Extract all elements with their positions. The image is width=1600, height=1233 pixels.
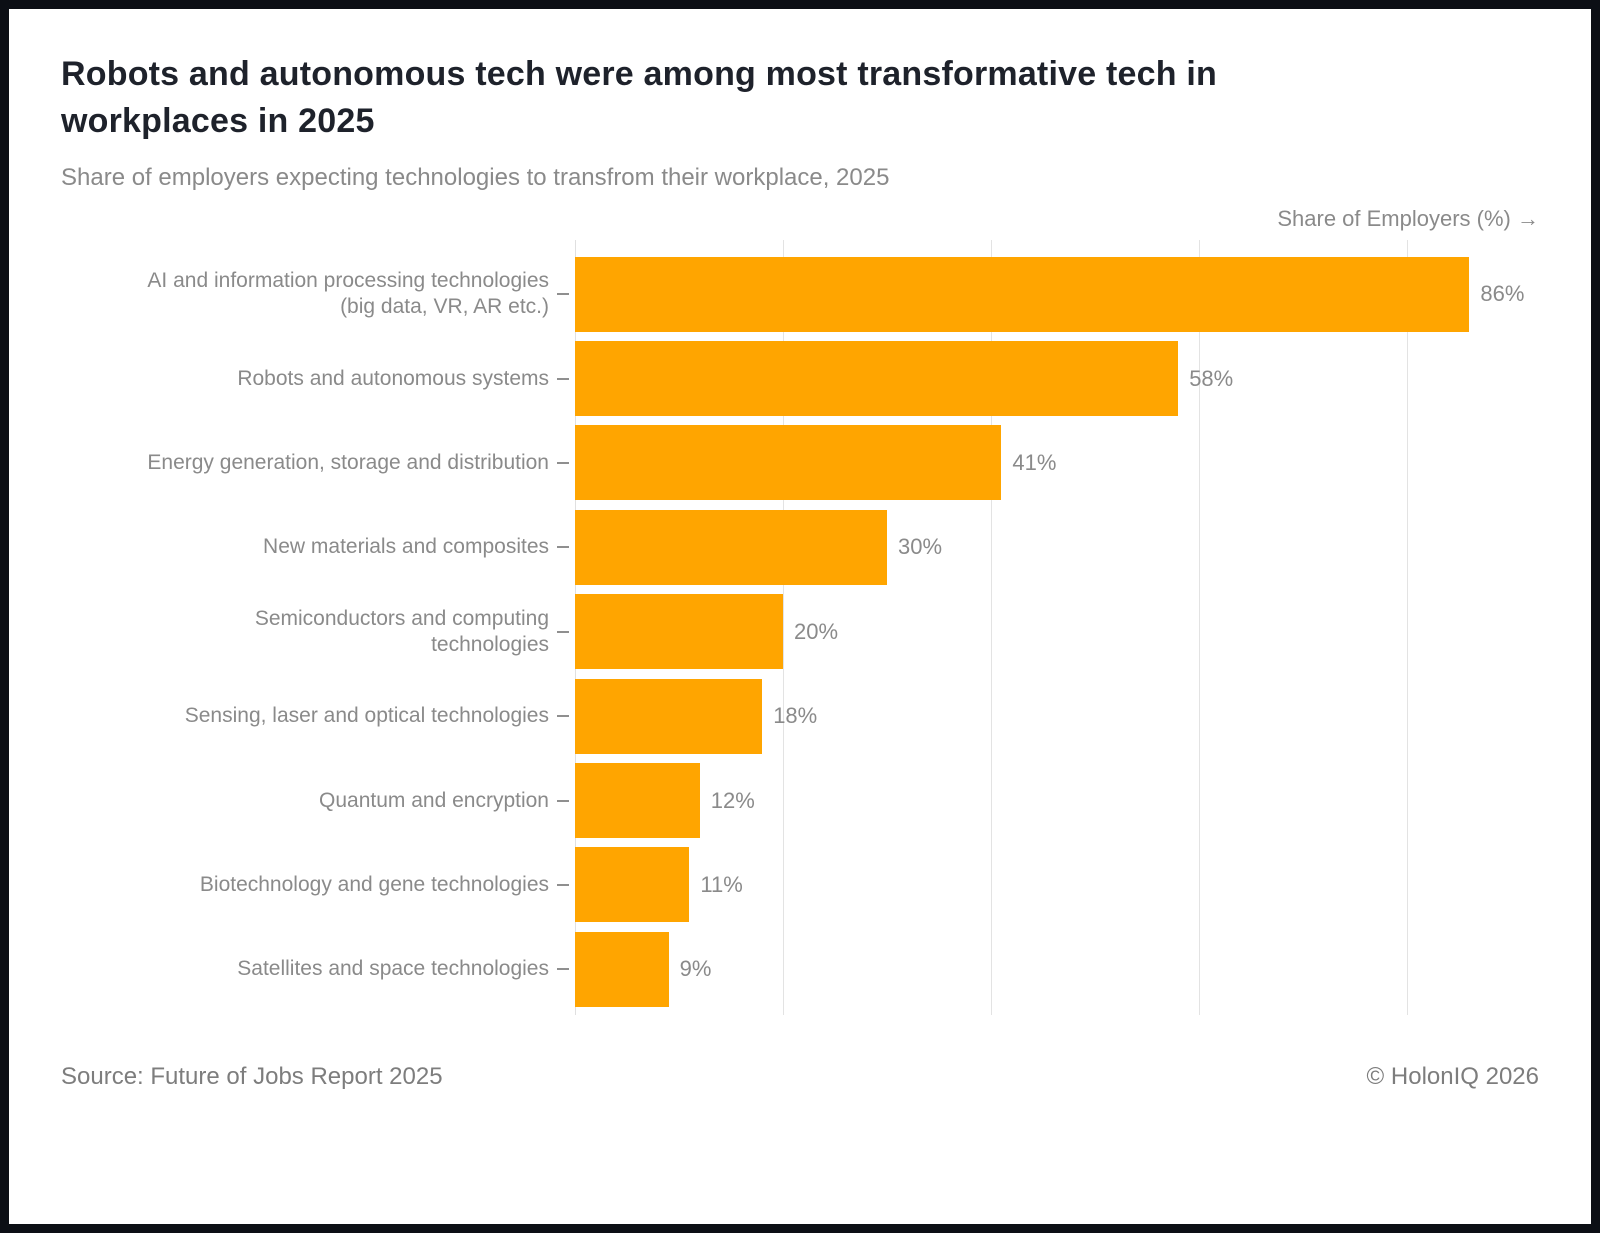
value-label: 58% [1189, 365, 1234, 391]
category-label: Energy generation, storage and distribut… [147, 450, 549, 474]
bar-track: 30% [575, 505, 1591, 589]
category-label: AI and information processing technologi… [147, 269, 549, 319]
category-label: Quantum and encryption [319, 788, 549, 812]
axis-tick [557, 968, 569, 971]
bar [575, 425, 1002, 501]
value-label: 11% [700, 871, 743, 897]
bar-track: 9% [575, 927, 1591, 1011]
chart-row: New materials and composites 30% [9, 505, 1591, 589]
value-label: 9% [679, 956, 712, 982]
source-note: Source: Future of Jobs Report 2025 [61, 1063, 443, 1090]
bar-track: 20% [575, 590, 1591, 674]
x-axis-title: Share of Employers (%) → [1277, 206, 1539, 231]
chart-row: Quantum and encryption 12% [9, 758, 1591, 842]
chart-footer: Source: Future of Jobs Report 2025 © Hol… [9, 1063, 1591, 1091]
axis-tick [557, 715, 569, 718]
chart-row: Sensing, laser and optical technologies 1… [9, 674, 1591, 758]
value-label: 18% [773, 703, 818, 729]
bar [575, 256, 1470, 332]
bar [575, 341, 1179, 417]
category-label: New materials and composites [263, 535, 549, 559]
x-axis-title-row: Share of Employers (%) → [9, 206, 1591, 232]
bar-track: 11% [575, 843, 1591, 927]
chart-row: Biotechnology and gene technologies 11% [9, 843, 1591, 927]
bar [575, 594, 783, 670]
bar-track: 41% [575, 421, 1591, 505]
category-label: Biotechnology and gene technologies [199, 872, 549, 896]
chart-row: Robots and autonomous systems 58% [9, 336, 1591, 420]
chart-row: AI and information processing technologi… [9, 252, 1591, 336]
bar-track: 58% [575, 336, 1591, 420]
chart-subtitle: Share of employers expecting technologie… [61, 164, 890, 191]
chart-row: Semiconductors and computing technologie… [9, 590, 1591, 674]
axis-tick [557, 546, 569, 549]
category-label: Robots and autonomous systems [237, 366, 549, 390]
bar [575, 678, 763, 754]
bar [575, 509, 887, 585]
chart-row: Satellites and space technologies 9% [9, 927, 1591, 1011]
bar-track: 86% [575, 252, 1591, 336]
bar [575, 847, 690, 923]
category-label: Sensing, laser and optical technologies [184, 704, 549, 728]
bar-chart: AI and information processing technologi… [9, 240, 1591, 1015]
chart-title: Robots and autonomous tech were among mo… [61, 55, 1217, 140]
bar [575, 931, 669, 1007]
value-label: 30% [898, 534, 943, 560]
category-label: Semiconductors and computing technologie… [254, 606, 549, 656]
axis-tick [557, 293, 569, 296]
value-label: 20% [794, 618, 839, 644]
value-label: 86% [1480, 281, 1525, 307]
bar-track: 12% [575, 758, 1591, 842]
copyright-note: © HolonIQ 2026 [1366, 1063, 1539, 1090]
axis-tick [557, 883, 569, 886]
category-label: Satellites and space technologies [237, 957, 549, 981]
axis-tick [557, 799, 569, 802]
axis-tick [557, 630, 569, 633]
chart-row: Energy generation, storage and distribut… [9, 421, 1591, 505]
bar-track: 18% [575, 674, 1591, 758]
chart-header: Robots and autonomous tech were among mo… [9, 9, 1591, 194]
value-label: 41% [1012, 449, 1057, 475]
axis-tick [557, 461, 569, 464]
bar [575, 763, 700, 839]
value-label: 12% [710, 787, 755, 813]
axis-tick [557, 377, 569, 380]
bar-rows: AI and information processing technologi… [9, 240, 1591, 1012]
